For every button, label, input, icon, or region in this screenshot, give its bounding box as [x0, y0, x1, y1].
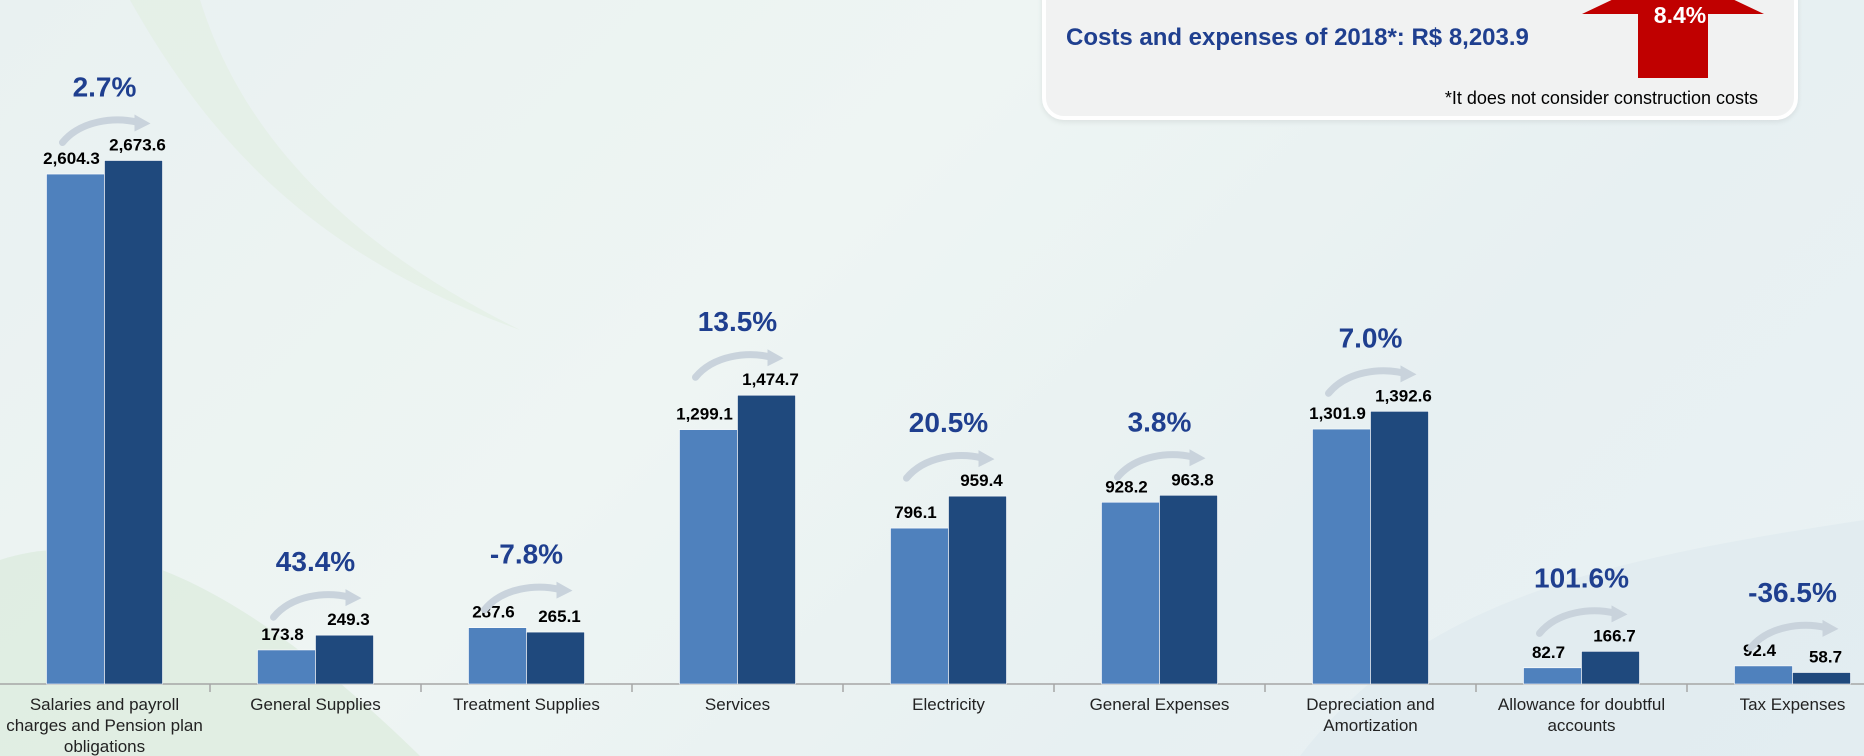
percent-change-label: 7.0%: [1339, 322, 1403, 353]
bar: [948, 495, 1007, 685]
percent-change-label: -7.8%: [490, 539, 563, 570]
total-change-percent: 8.4%: [1653, 2, 1707, 28]
percent-change-label: 43.4%: [276, 546, 355, 577]
bar: [1101, 501, 1160, 685]
trend-arrowhead-icon: [345, 589, 362, 607]
bar: [257, 649, 316, 685]
data-label: 2,604.3: [43, 149, 100, 168]
bar: [890, 527, 949, 685]
data-label: 92.4: [1743, 641, 1777, 660]
data-label: 1,299.1: [676, 405, 733, 424]
category-label: Electricity: [912, 695, 985, 714]
category-label: Amortization: [1323, 716, 1417, 735]
data-label: 249.3: [327, 610, 370, 629]
data-label: 796.1: [894, 503, 937, 522]
category-label: Services: [705, 695, 770, 714]
category-label: Depreciation and: [1306, 695, 1435, 714]
trend-arrowhead-icon: [556, 581, 573, 599]
increase-arrow-icon: [1582, 0, 1764, 78]
category-label: General Expenses: [1090, 695, 1230, 714]
costs-total-text: Costs and expenses of 2018*: R$ 8,203.9: [1066, 24, 1529, 51]
trend-arrow-icon: [1747, 621, 1830, 652]
trend-arrowhead-icon: [978, 450, 995, 468]
trend-arrowhead-icon: [1400, 365, 1417, 383]
trend-arrow-icon: [1114, 451, 1197, 481]
bar: [468, 627, 527, 685]
bar: [46, 173, 105, 685]
data-label: 1,301.9: [1309, 404, 1366, 423]
data-label: 928.2: [1105, 477, 1148, 496]
category-label: Allowance for doubtful: [1498, 695, 1665, 714]
data-label: 1,474.7: [742, 370, 799, 389]
data-label: 959.4: [960, 471, 1003, 490]
bar: [1159, 494, 1218, 685]
bar: [1370, 411, 1429, 685]
category-label: obligations: [64, 737, 145, 756]
trend-arrow-icon: [903, 452, 986, 482]
category-label: General Supplies: [250, 695, 380, 714]
bar: [1792, 672, 1851, 685]
percent-change-label: 3.8%: [1128, 406, 1192, 437]
data-label: 82.7: [1532, 643, 1565, 662]
trend-arrow-icon: [1536, 607, 1619, 637]
trend-arrowhead-icon: [1611, 605, 1628, 623]
bar: [737, 394, 796, 685]
trend-arrow-icon: [481, 583, 564, 614]
data-label: 265.1: [538, 607, 581, 626]
category-label: Salaries and payroll: [30, 695, 179, 714]
data-label: 963.8: [1171, 470, 1214, 489]
percent-change-label: 2.7%: [73, 71, 137, 102]
category-label: charges and Pension plan: [6, 716, 203, 735]
category-label: Tax Expenses: [1740, 695, 1846, 714]
trend-arrow-icon: [59, 116, 142, 146]
bar: [526, 631, 585, 685]
data-label: 166.7: [1593, 626, 1636, 645]
trend-arrow-icon: [270, 591, 353, 621]
construction-footnote: *It does not consider construction costs: [1444, 88, 1758, 108]
bar: [104, 160, 163, 685]
category-label: accounts: [1547, 716, 1615, 735]
trend-arrowhead-icon: [767, 349, 784, 367]
data-label: 1,392.6: [1375, 386, 1432, 405]
bar: [1312, 428, 1371, 685]
data-label: 58.7: [1809, 648, 1842, 667]
percent-change-label: -36.5%: [1748, 577, 1837, 608]
bar: [1523, 667, 1582, 685]
trend-arrowhead-icon: [1822, 619, 1839, 637]
data-label: 173.8: [261, 625, 304, 644]
trend-arrow-icon: [1325, 367, 1408, 397]
bar: [679, 429, 738, 685]
percent-change-label: 101.6%: [1534, 562, 1629, 593]
trend-arrow-icon: [692, 351, 775, 381]
trend-arrowhead-icon: [1189, 449, 1206, 467]
trend-arrowhead-icon: [134, 114, 151, 132]
percent-change-label: 13.5%: [698, 306, 777, 337]
data-label: 2,673.6: [109, 135, 166, 154]
bar: [1734, 665, 1793, 685]
data-label: 287.6: [472, 603, 515, 622]
bar: [1581, 651, 1640, 685]
percent-change-label: 20.5%: [909, 407, 988, 438]
category-label: Treatment Supplies: [453, 695, 600, 714]
bar: [315, 634, 374, 685]
